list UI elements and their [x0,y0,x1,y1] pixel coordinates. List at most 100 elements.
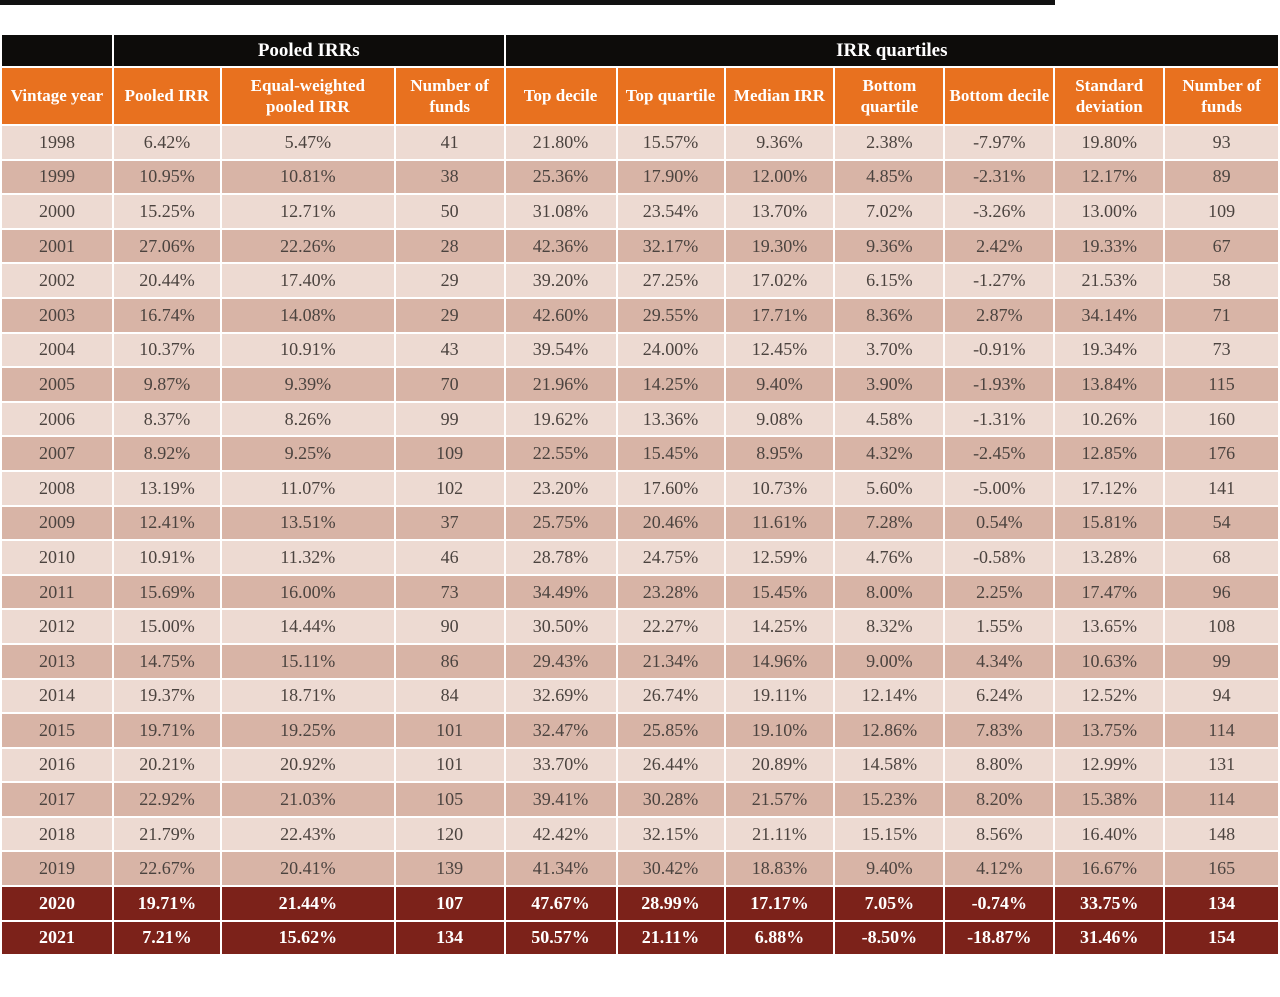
value-cell: 31.08% [505,195,616,228]
value-cell: 12.99% [1055,748,1164,782]
value-cell: -0.91% [945,333,1054,367]
value-cell: 15.57% [617,126,724,159]
irr-performance-table: Pooled IRRs IRR quartiles Vintage year P… [0,33,1280,957]
value-cell: 58 [1165,264,1278,297]
value-cell: 27.06% [113,229,220,263]
column-header-pooled-irr: Pooled IRR [113,68,220,124]
value-cell: 9.25% [221,437,394,470]
value-cell: 20.89% [725,748,834,782]
value-cell: 13.51% [221,506,394,540]
value-cell: 32.17% [617,229,724,263]
table-row: 2017 22.92% 21.03% 105 39.41% 30.28% 21.57% 15.… [2,783,1278,816]
value-cell: -1.93% [945,368,1054,401]
value-cell: 47.67% [505,887,616,920]
value-cell: 13.28% [1055,541,1164,574]
value-cell: 160 [1165,402,1278,436]
value-cell: 14.08% [221,298,394,332]
value-cell: 8.56% [945,817,1054,851]
value-cell: 42.60% [505,298,616,332]
value-cell: 19.25% [221,714,394,747]
vintage-year-cell: 2004 [2,333,112,367]
top-rule-divider [0,0,1055,5]
value-cell: 0.54% [945,506,1054,540]
table-row: 2015 19.71% 19.25% 101 32.47% 25.85% 19.10% 12.… [2,714,1278,747]
value-cell: 28 [395,229,504,263]
value-cell: 8.80% [945,748,1054,782]
value-cell: 9.36% [725,126,834,159]
value-cell: 33.75% [1055,887,1164,920]
value-cell: 107 [395,887,504,920]
value-cell: 120 [395,817,504,851]
value-cell: 12.59% [725,541,834,574]
value-cell: 15.23% [835,783,944,816]
value-cell: 16.67% [1055,852,1164,886]
column-header-median-irr: Median IRR [725,68,834,124]
value-cell: 22.26% [221,229,394,263]
value-cell: 9.36% [835,229,944,263]
value-cell: 22.43% [221,817,394,851]
value-cell: 10.91% [113,541,220,574]
value-cell: 18.71% [221,679,394,713]
value-cell: 30.42% [617,852,724,886]
value-cell: 99 [395,402,504,436]
table-head: Pooled IRRs IRR quartiles Vintage year P… [2,35,1278,124]
value-cell: 54 [1165,506,1278,540]
value-cell: 41 [395,126,504,159]
value-cell: 11.61% [725,506,834,540]
vintage-year-cell: 1999 [2,160,112,194]
value-cell: 22.55% [505,437,616,470]
value-cell: 50.57% [505,921,616,955]
value-cell: 25.85% [617,714,724,747]
value-cell: 21.34% [617,644,724,678]
vintage-year-cell: 2000 [2,195,112,228]
value-cell: 89 [1165,160,1278,194]
column-header-row: Vintage year Pooled IRR Equal-weighted p… [2,68,1278,124]
value-cell: 154 [1165,921,1278,955]
value-cell: 9.08% [725,402,834,436]
value-cell: 24.75% [617,541,724,574]
value-cell: 10.91% [221,333,394,367]
value-cell: 134 [395,921,504,955]
value-cell: 7.02% [835,195,944,228]
table-row: 2010 10.91% 11.32% 46 28.78% 24.75% 12.59% 4.76… [2,541,1278,574]
value-cell: 19.11% [725,679,834,713]
value-cell: 15.81% [1055,506,1164,540]
table-row: 2009 12.41% 13.51% 37 25.75% 20.46% 11.61% 7.28… [2,506,1278,540]
value-cell: 67 [1165,229,1278,263]
value-cell: 32.69% [505,679,616,713]
table-row: 2001 27.06% 22.26% 28 42.36% 32.17% 19.30% 9.36… [2,229,1278,263]
value-cell: 17.40% [221,264,394,297]
vintage-year-cell: 2021 [2,921,112,955]
value-cell: 90 [395,610,504,643]
table-row: 2012 15.00% 14.44% 90 30.50% 22.27% 14.25% 8.32… [2,610,1278,643]
value-cell: 2.87% [945,298,1054,332]
value-cell: 8.36% [835,298,944,332]
value-cell: 32.15% [617,817,724,851]
value-cell: 6.24% [945,679,1054,713]
value-cell: 29.43% [505,644,616,678]
value-cell: 28.78% [505,541,616,574]
column-header-top-quartile: Top quartile [617,68,724,124]
table-row: 2005 9.87% 9.39% 70 21.96% 14.25% 9.40% 3.90% -1… [2,368,1278,401]
value-cell: 29 [395,264,504,297]
value-cell: 12.85% [1055,437,1164,470]
value-cell: 2.38% [835,126,944,159]
table-row-highlighted: 2020 19.71% 21.44% 107 47.67% 28.99% 17.17% 7.0… [2,887,1278,920]
value-cell: 4.34% [945,644,1054,678]
value-cell: 4.32% [835,437,944,470]
value-cell: 15.62% [221,921,394,955]
table-row: 2014 19.37% 18.71% 84 32.69% 26.74% 19.11% 12.1… [2,679,1278,713]
vintage-year-cell: 2002 [2,264,112,297]
value-cell: 34.14% [1055,298,1164,332]
value-cell: 33.70% [505,748,616,782]
value-cell: 27.25% [617,264,724,297]
value-cell: 2.42% [945,229,1054,263]
value-cell: 19.33% [1055,229,1164,263]
value-cell: 13.00% [1055,195,1164,228]
value-cell: 21.96% [505,368,616,401]
value-cell: 114 [1165,783,1278,816]
value-cell: 105 [395,783,504,816]
value-cell: 42.42% [505,817,616,851]
value-cell: 13.70% [725,195,834,228]
value-cell: 12.71% [221,195,394,228]
